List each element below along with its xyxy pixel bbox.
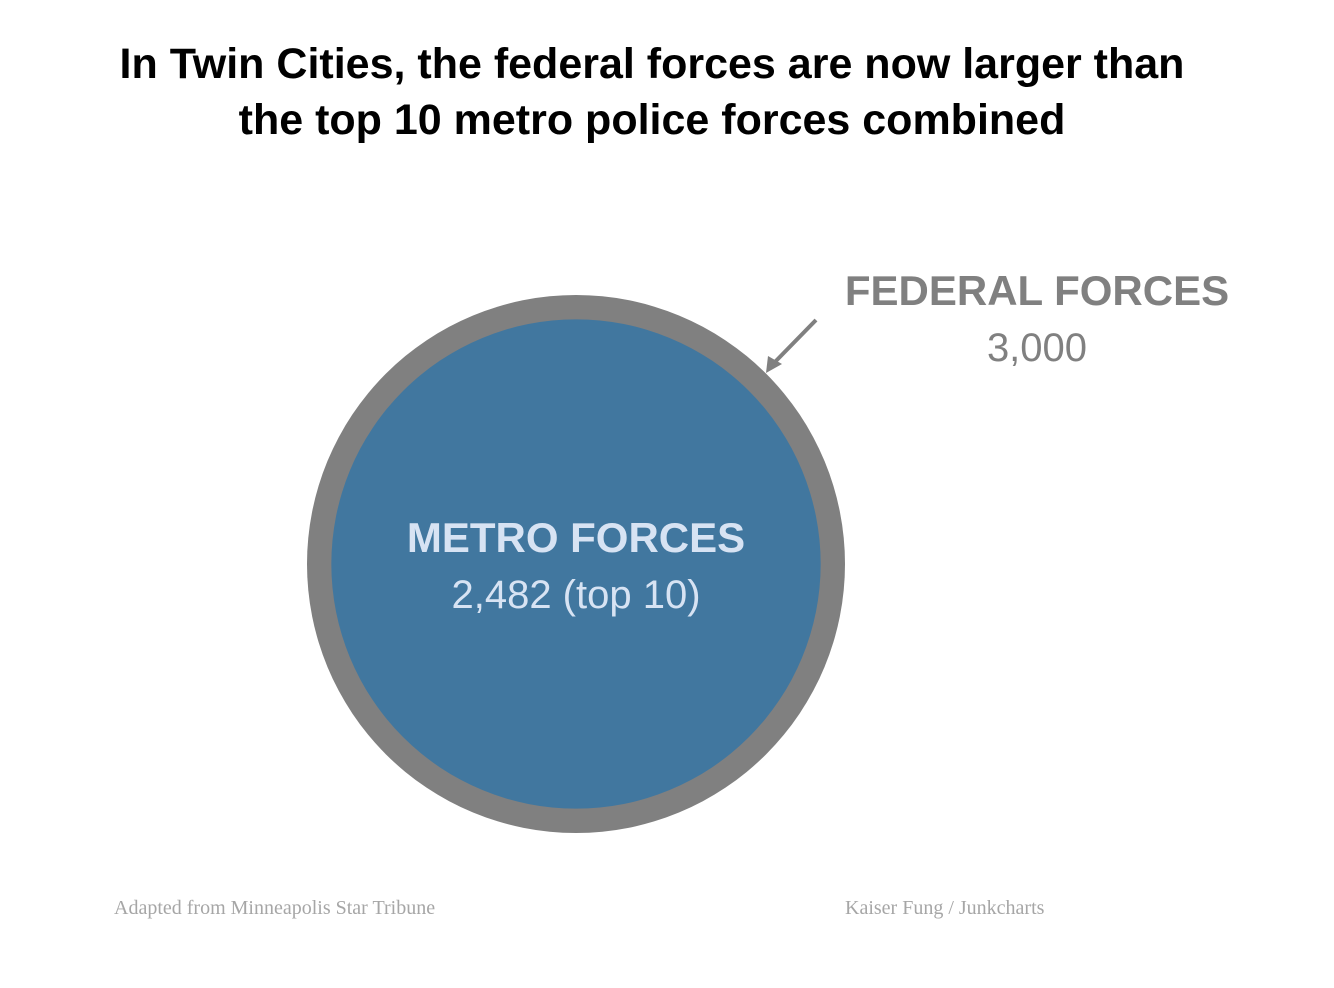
metro-forces-circle [331, 319, 821, 809]
metro-forces-value: 2,482 (top 10) [451, 573, 700, 617]
chart-title-line-2: the top 10 metro police forces combined [238, 96, 1066, 144]
metro-forces-label: METRO FORCES [407, 514, 745, 561]
credit-note: Kaiser Fung / Junkcharts [845, 897, 1045, 919]
federal-arrow-icon [769, 318, 818, 368]
source-note: Adapted from Minneapolis Star Tribune [114, 897, 436, 919]
chart-title: In Twin Cities, the federal forces are n… [0, 36, 1304, 148]
chart-title-line-1: In Twin Cities, the federal forces are n… [119, 40, 1185, 88]
federal-forces-label: FEDERAL FORCES [845, 267, 1229, 314]
federal-forces-value: 3,000 [987, 326, 1087, 370]
arrow-head-icon [766, 356, 782, 373]
